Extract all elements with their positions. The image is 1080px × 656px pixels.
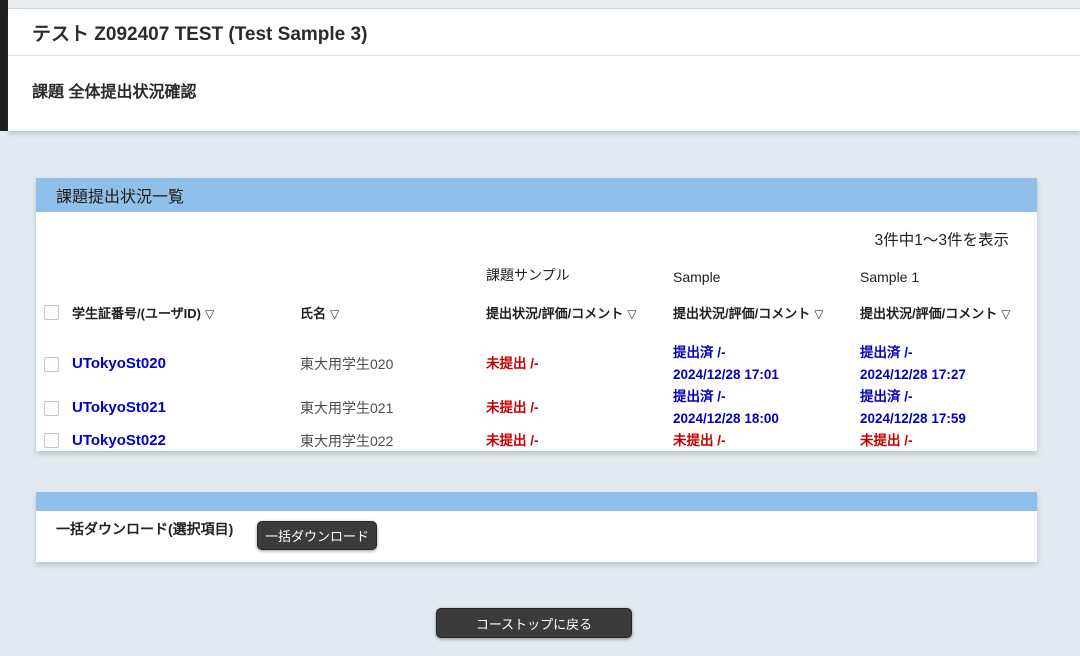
assignment-name-row: 課題サンプル Sample Sample 1 [36,248,1037,290]
assignment-title: Sample 1 [860,269,920,285]
bulk-download-body: 一括ダウンロード(選択項目) 一括ダウンロード [36,511,1037,562]
student-name: 東大用学生021 [300,400,394,416]
page-header: テスト Z092407 TEST (Test Sample 3) 課題 全体提出… [8,9,1080,131]
table-row: UTokyoSt020 東大用学生020 未提出 /- 提出済 /- 2024/1… [36,342,1037,386]
bulk-download-button[interactable]: 一括ダウンロード [257,521,377,550]
status-cell: 未提出 /- [860,432,913,448]
column-header-name[interactable]: 氏名 ▽ [300,305,340,321]
sort-icon[interactable]: ▽ [627,306,637,321]
row-checkbox[interactable] [44,433,59,448]
student-name: 東大用学生022 [300,432,394,449]
student-id-link[interactable]: UTokyoSt020 [72,355,166,372]
bulk-download-label: 一括ダウンロード(選択項目) [56,521,234,537]
submission-list-panel: 課題提出状況一覧 3件中1〜3件を表示 課題サンプル Sample Sample… [36,178,1037,451]
left-edge-bar [0,0,8,131]
status-cell: 提出済 /- 2024/12/28 17:27 [860,345,966,382]
status-cell: 未提出 /- [486,432,539,448]
table-row: UTokyoSt021 東大用学生021 未提出 /- 提出済 /- 2024/1… [36,386,1037,430]
row-checkbox[interactable] [44,400,59,416]
sort-icon[interactable]: ▽ [330,306,340,321]
assignment-title: 課題サンプル [486,267,570,283]
sort-icon[interactable]: ▽ [205,306,215,321]
status-cell: 未提出 /- [673,432,726,448]
sort-icon[interactable]: ▽ [1001,306,1011,321]
course-title: テスト Z092407 TEST (Test Sample 3) [8,9,1080,56]
column-header-status-1[interactable]: 提出状況/評価/コメント ▽ [486,305,637,321]
bulk-download-panel-bar [36,492,1037,511]
column-header-status-3[interactable]: 提出状況/評価/コメント ▽ [860,305,1011,321]
table-header-row: 学生証番号/(ユーザID) ▽ 氏名 ▽ 提出状況/評価/コメント ▽ 提出状況/評価… [36,290,1037,334]
spacer [36,334,1037,342]
student-id-link[interactable]: UTokyoSt021 [72,399,166,416]
status-cell: 未提出 /- [486,356,539,372]
student-name: 東大用学生020 [300,356,394,372]
status-cell: 提出済 /- 2024/12/28 17:59 [860,389,966,426]
row-checkbox[interactable] [44,356,59,372]
status-cell: 提出済 /- 2024/12/28 17:01 [673,345,779,382]
table-row: UTokyoSt022 東大用学生022 未提出 /- 未提出 /- 未提出 /… [36,430,1037,451]
bulk-download-panel: 一括ダウンロード(選択項目) 一括ダウンロード [36,492,1037,562]
top-strip [8,0,1080,9]
column-header-student-id[interactable]: 学生証番号/(ユーザID) ▽ [72,305,215,321]
panel-body: 3件中1〜3件を表示 課題サンプル Sample Sample 1 学生証番号/… [36,212,1037,451]
status-cell: 未提出 /- [486,400,539,416]
panel-title: 課題提出状況一覧 [36,178,1037,212]
assignment-title: Sample [673,269,721,285]
back-to-course-top-button[interactable]: コーストップに戻る [436,608,632,638]
result-count: 3件中1〜3件を表示 [874,232,1009,249]
status-cell: 提出済 /- 2024/12/28 18:00 [673,389,779,426]
sort-icon[interactable]: ▽ [814,306,824,321]
page-title: 課題 全体提出状況確認 [32,84,197,101]
select-all-checkbox[interactable] [44,304,59,320]
student-id-link[interactable]: UTokyoSt022 [72,431,166,449]
column-header-status-2[interactable]: 提出状況/評価/コメント ▽ [673,305,824,321]
